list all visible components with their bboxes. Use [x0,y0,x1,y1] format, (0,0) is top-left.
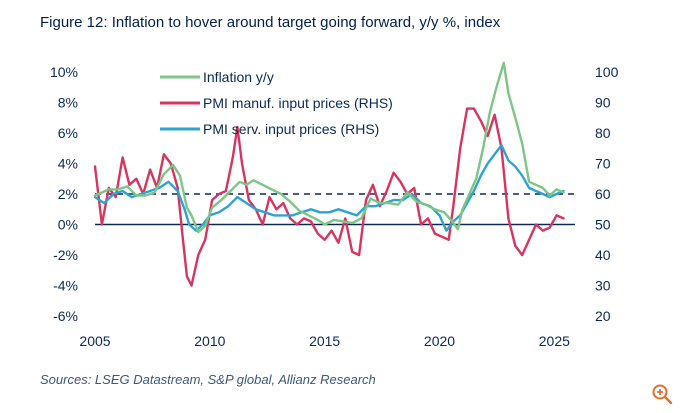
y2-tick-label: 50 [595,217,611,233]
x-tick-label: 2025 [539,333,570,349]
y-tick-label: -4% [53,278,78,294]
legend-label: PMI manuf. input prices (RHS) [203,95,393,111]
x-tick-label: 2015 [309,333,340,349]
y-tick-label: -2% [53,247,78,263]
y-tick-label: 10% [50,64,78,80]
x-tick-label: 2005 [79,333,110,349]
right-axis-ticks: 100 90 80 70 60 50 40 30 20 [595,64,619,324]
y2-tick-label: 40 [595,247,611,263]
y2-tick-label: 60 [595,186,611,202]
series-line-1 [93,107,565,287]
left-axis-ticks: 10% 8% 6% 4% 2% 0% -2% -4% -6% [50,64,78,324]
legend: Inflation y/y PMI manuf. input prices (RH… [160,69,393,137]
y-tick-label: 0% [58,217,78,233]
source-note: Sources: LSEG Datastream, S&P global, Al… [40,372,376,387]
y-tick-label: 8% [58,95,78,111]
y-tick-label: 2% [58,186,78,202]
y2-tick-label: 20 [595,308,611,324]
y2-tick-label: 30 [595,278,611,294]
y-tick-label: 4% [58,156,78,172]
x-tick-label: 2020 [424,333,455,349]
zoom-in-icon[interactable] [650,382,674,406]
y2-tick-label: 100 [595,64,619,80]
series-lines [93,61,565,287]
x-tick-label: 2010 [194,333,225,349]
y2-tick-label: 70 [595,156,611,172]
y-tick-label: 6% [58,125,78,141]
y-tick-label: -6% [53,308,78,324]
legend-label: Inflation y/y [203,69,274,85]
chart-title: Figure 12: Inflation to hover around tar… [40,14,501,31]
series-line-2 [93,143,565,232]
series-line-0 [93,61,565,234]
y2-tick-label: 90 [595,95,611,111]
legend-label: PMI serv. input prices (RHS) [203,121,379,137]
x-axis-ticks: 2005 2010 2015 2020 2025 [79,333,570,349]
y2-tick-label: 80 [595,125,611,141]
reference-lines [95,193,575,226]
